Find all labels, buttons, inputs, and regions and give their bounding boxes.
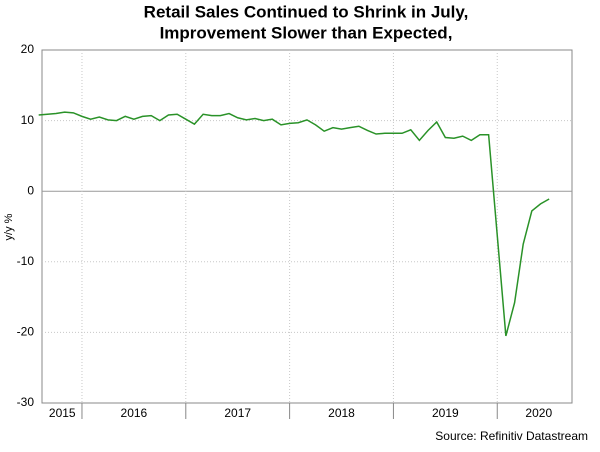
x-tick-label: 2019: [432, 406, 459, 420]
x-tick-label: 2018: [328, 406, 355, 420]
x-tick-label: 2017: [224, 406, 251, 420]
x-tick-label: 2020: [525, 406, 552, 420]
y-tick-label: 10: [21, 113, 35, 127]
plot-area: [41, 49, 573, 404]
y-tick-label: -10: [17, 254, 35, 268]
y-tick-label: -30: [17, 395, 35, 409]
y-tick-label: -20: [17, 325, 35, 339]
chart-title: Retail Sales Continued to Shrink in July…: [144, 2, 469, 21]
y-tick-label: 0: [27, 183, 34, 197]
source-note: Source: Refinitiv Datastream: [435, 429, 588, 443]
y-axis-label: y/y %: [3, 213, 15, 240]
x-tick-label: 2016: [121, 406, 148, 420]
x-tick-label: 2015: [49, 406, 76, 420]
y-tick-label: 20: [21, 42, 35, 56]
data-line: [38, 111, 550, 337]
chart-title: Improvement Slower than Expected,: [160, 23, 453, 42]
